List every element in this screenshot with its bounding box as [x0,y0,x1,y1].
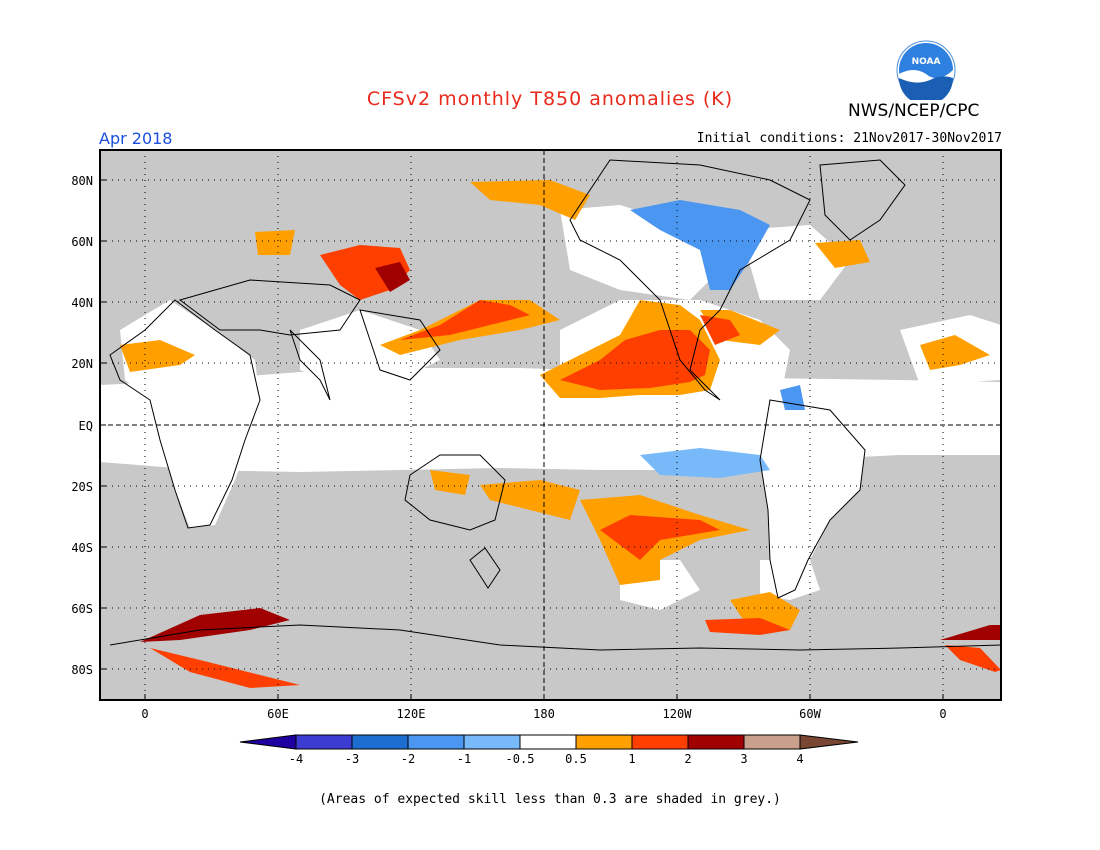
lat-label-20s: 20S [71,480,93,494]
colorbar-label: -3 [345,752,359,766]
greenland-orange-region [815,240,870,268]
lon-label-120e: 120E [397,707,426,721]
antarctic-east-red-region [945,645,1001,672]
noaa-logo: NOAA [896,40,956,100]
sahara-orange-region [120,340,195,372]
canada-blue-region [630,200,770,290]
colorbar-label: -1 [457,752,471,766]
skill-footnote: (Areas of expected skill less than 0.3 a… [319,792,781,807]
drake-red-region [705,618,790,635]
colorbar-bin [407,734,465,750]
lat-label-60s: 60S [71,602,93,616]
noaa-logo-text: NOAA [912,57,941,67]
india-white-region [300,310,440,385]
lon-label-60e: 60E [267,707,289,721]
colorbar-bin [295,734,353,750]
colorbar-label: -0.5 [506,752,535,766]
south-pacific-orange-1 [480,480,580,520]
equator-dateline [100,150,1001,700]
patagonia-white-region [760,560,820,600]
kuroshio-red-region [400,300,530,340]
lat-label-60n: 60N [71,235,93,249]
coastlines [109,159,1001,651]
colorbar-label: -4 [289,752,303,766]
lon-label-0: 0 [141,707,148,721]
south-pacific-orange-2 [580,495,750,585]
graticule [100,150,1001,700]
lat-label-40s: 40S [71,541,93,555]
australia-orange-region [430,470,470,495]
colorbar-label: 4 [796,752,803,766]
lat-label-40n: 40N [71,296,93,310]
arctic-orange-region [470,180,590,220]
lon-label-60w: 60W [799,707,821,721]
lon-label-120w: 120W [663,707,693,721]
axis-ticks [100,179,944,700]
antarctic-red-region [150,648,300,688]
valid-month-label: Apr 2018 [99,129,173,148]
south-pacific-lightblue-region [640,448,770,478]
agency-label: NWS/NCEP/CPC [848,101,980,121]
lat-label-20n: 20N [71,357,93,371]
colorbar-label: 3 [740,752,747,766]
south-america-white-region [760,420,865,600]
map-title: CFSv2 monthly T850 anomalies (K) [366,88,734,110]
south-pacific-red-region [600,515,720,560]
antarctic-east-darkred-region [940,625,1001,640]
lat-label-80n: 80N [71,174,93,188]
colorbar-bin [575,734,633,750]
us-red-region [700,315,740,345]
colorbar-bin [463,734,521,750]
colorbar-label: 2 [684,752,691,766]
lat-label-eq: EQ [79,419,93,433]
colorbar-bin [631,734,689,750]
colorbar-arrow-left [239,734,297,750]
scandinavia-orange-region [255,230,295,255]
amazon-blue-region [780,385,805,410]
lat-label-80s: 80S [71,663,93,677]
colorbar-arrow-right [799,734,859,750]
initial-conditions-label: Initial conditions: 21Nov2017-30Nov2017 [696,131,1002,146]
lon-label-180: 180 [533,707,555,721]
colorbar-label: 0.5 [565,752,587,766]
colorbar-label: -2 [401,752,415,766]
siberia-darkred-region [375,262,410,292]
east-pacific-red-region [560,330,710,390]
sahara-east-orange-region [920,335,990,370]
colorbar-bin [519,734,577,750]
colorbar-bin [351,734,409,750]
colorbar-label: 1 [628,752,635,766]
colorbar: -4 -3 -2 -1 -0.5 0.5 1 2 3 4 [239,734,859,766]
colorbar-bin [743,734,801,750]
colorbar-bin [687,734,745,750]
lon-label-0-east: 0 [939,707,946,721]
